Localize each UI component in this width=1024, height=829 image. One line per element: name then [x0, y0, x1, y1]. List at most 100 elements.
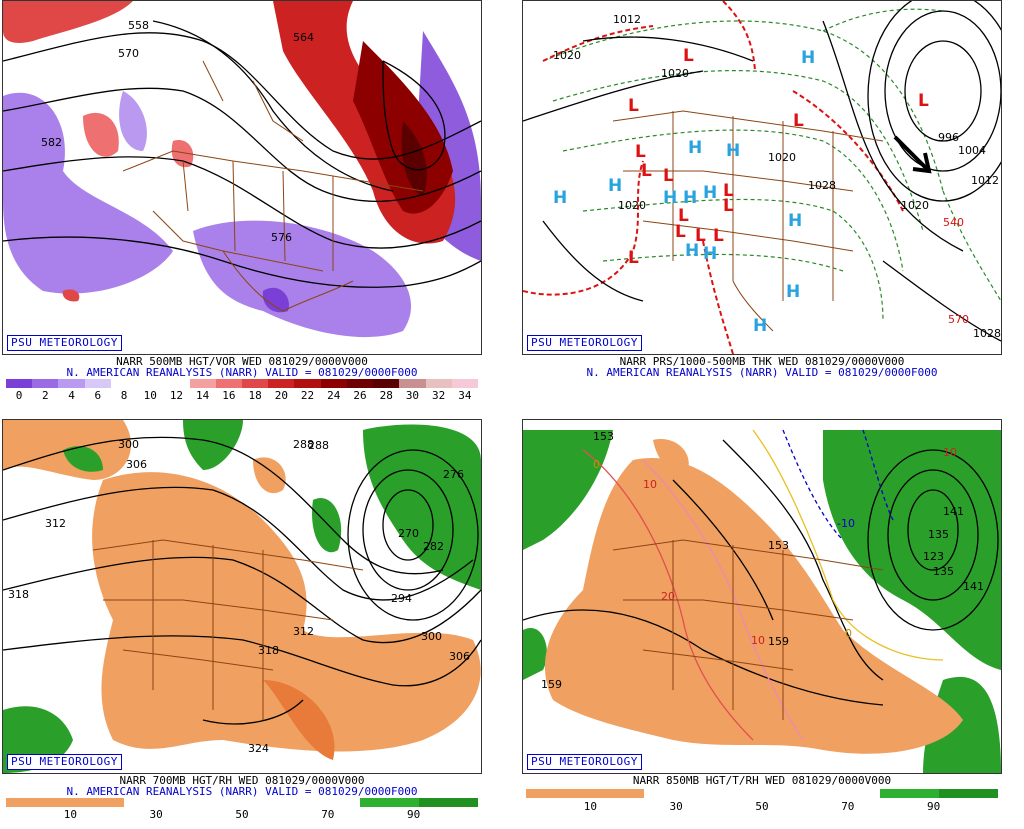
height-label: 141	[963, 580, 984, 593]
panel-subcaption: N. AMERICAN REANALYSIS (NARR) VALID = 08…	[66, 785, 418, 798]
color-scale-tick: 16	[222, 389, 236, 402]
color-scale-tick: 70	[841, 800, 855, 813]
color-scale-tick: 90	[407, 808, 421, 821]
height-label: 270	[398, 527, 419, 540]
psu-meteorology-logo: PSU METEOROLOGY	[527, 335, 642, 351]
map-500mb-vorticity: 558 570 582 564 576 PSU METEOROLOGY	[2, 0, 482, 355]
pressure-label: 1020	[661, 67, 689, 80]
color-scale-swatch	[183, 798, 242, 807]
panel-500mb: 558 570 582 564 576 PSU METEOROLOGY NARR…	[2, 0, 482, 410]
height-label: 306	[449, 650, 470, 663]
color-scale-swatch	[526, 789, 585, 798]
color-scale-swatch	[425, 379, 452, 388]
temperature-label: 10	[751, 634, 765, 647]
map-850mb-temp-rh: 159 159 153 135 141 123 135 141 153 -10 …	[522, 419, 1002, 774]
color-scale-swatch	[419, 798, 478, 807]
color-scale-tick: 20	[274, 389, 288, 402]
height-label: 159	[541, 678, 562, 691]
color-scale-swatch	[703, 789, 762, 798]
height-label: 141	[943, 505, 964, 518]
color-scale-tick: 28	[379, 389, 393, 402]
color-scale-swatch	[346, 379, 374, 388]
height-label: 558	[128, 19, 149, 32]
color-scale-tick: 50	[235, 808, 249, 821]
high-pressure-marker: H	[801, 48, 815, 68]
height-label: 288	[293, 438, 314, 451]
psu-meteorology-logo: PSU METEOROLOGY	[527, 754, 642, 770]
color-scale-swatch	[65, 798, 124, 807]
pressure-label: 1020	[618, 199, 646, 212]
high-pressure-marker: H	[726, 141, 740, 161]
high-pressure-marker: H	[683, 188, 697, 208]
color-scale-swatch	[84, 379, 111, 388]
panel-caption: NARR 500MB HGT/VOR WED 081029/0000V000	[116, 355, 368, 368]
color-scale-tick: 26	[353, 389, 367, 402]
panel-subcaption: N. AMERICAN REANALYSIS (NARR) VALID = 08…	[586, 366, 938, 379]
color-scale-swatch	[124, 798, 183, 807]
panel-caption: NARR PRS/1000-500MB THK WED 081029/0000V…	[619, 355, 905, 368]
pressure-label: 1020	[553, 49, 581, 62]
color-scale-swatch	[821, 789, 880, 798]
color-scale	[6, 379, 478, 388]
color-scale-ticks: 10 30 50 70 90	[526, 800, 998, 813]
low-pressure-marker: L	[641, 161, 652, 181]
color-scale-tick: 12	[169, 389, 184, 402]
color-scale-tick: 34	[458, 389, 472, 402]
color-scale-tick: 2	[42, 389, 49, 402]
color-scale-swatch	[880, 789, 939, 798]
high-pressure-marker: H	[786, 282, 800, 302]
height-label: 153	[593, 430, 614, 443]
height-label: 159	[768, 635, 789, 648]
panel-caption: NARR 850MB HGT/T/RH WED 081029/0000V000	[632, 774, 892, 787]
low-pressure-marker: L	[675, 222, 686, 242]
panel-mslp-thickness: 1012 1020 1020 1020 1028 996 1004 1012 1…	[522, 0, 1002, 410]
high-pressure-marker: H	[663, 188, 677, 208]
pressure-label: 996	[938, 131, 959, 144]
height-label: 135	[933, 565, 954, 578]
low-pressure-marker: L	[678, 206, 689, 226]
panel-700mb: 288 300 306 312 318 318 300 306 324 294 …	[2, 419, 482, 829]
height-label: 306	[126, 458, 147, 471]
color-scale-swatch	[762, 789, 821, 798]
color-scale	[526, 789, 998, 798]
thickness-label: 540	[943, 216, 964, 229]
color-scale-swatch	[163, 379, 190, 388]
color-scale-swatch	[110, 379, 138, 388]
height-label: 300	[118, 438, 139, 451]
color-scale-swatch	[644, 789, 703, 798]
color-scale-tick: 10	[143, 389, 157, 402]
high-pressure-marker: H	[703, 183, 717, 203]
psu-meteorology-logo: PSU METEOROLOGY	[7, 335, 122, 351]
color-scale-tick: 90	[927, 800, 941, 813]
color-scale-tick: 30	[405, 389, 420, 402]
color-scale-swatch	[399, 379, 426, 388]
color-scale-tick: 22	[300, 389, 315, 402]
color-scale-swatch	[360, 798, 419, 807]
low-pressure-marker: L	[628, 248, 639, 268]
pressure-label: 1004	[958, 144, 986, 157]
pressure-label: 1012	[971, 174, 999, 187]
temperature-label: 10	[943, 446, 957, 459]
temperature-label: 20	[661, 590, 675, 603]
high-pressure-marker: H	[703, 244, 717, 264]
color-scale-ticks: 10 30 50 70 90	[6, 808, 478, 821]
panel-caption: NARR 700MB HGT/RH WED 081029/0000V000	[119, 774, 365, 787]
color-scale-swatch	[320, 379, 347, 388]
color-scale-tick: 30	[149, 808, 163, 821]
height-label: 564	[293, 31, 314, 44]
high-pressure-marker: H	[553, 188, 567, 208]
map-mslp-svg: 1012 1020 1020 1020 1028 996 1004 1012 1…	[523, 1, 1001, 354]
low-pressure-marker: L	[683, 46, 694, 66]
color-scale-swatch	[242, 798, 301, 807]
height-label: 570	[118, 47, 139, 60]
pressure-label: 1028	[808, 179, 836, 192]
high-pressure-marker: H	[608, 176, 622, 196]
high-pressure-marker: H	[688, 138, 702, 158]
high-pressure-marker: H	[788, 211, 802, 231]
color-scale-tick: 10	[583, 800, 597, 813]
color-scale-tick: 6	[94, 389, 102, 402]
color-scale-swatch	[6, 798, 65, 807]
height-label: 135	[928, 528, 949, 541]
color-scale-swatch	[373, 379, 400, 388]
temperature-label: 0	[593, 458, 600, 471]
